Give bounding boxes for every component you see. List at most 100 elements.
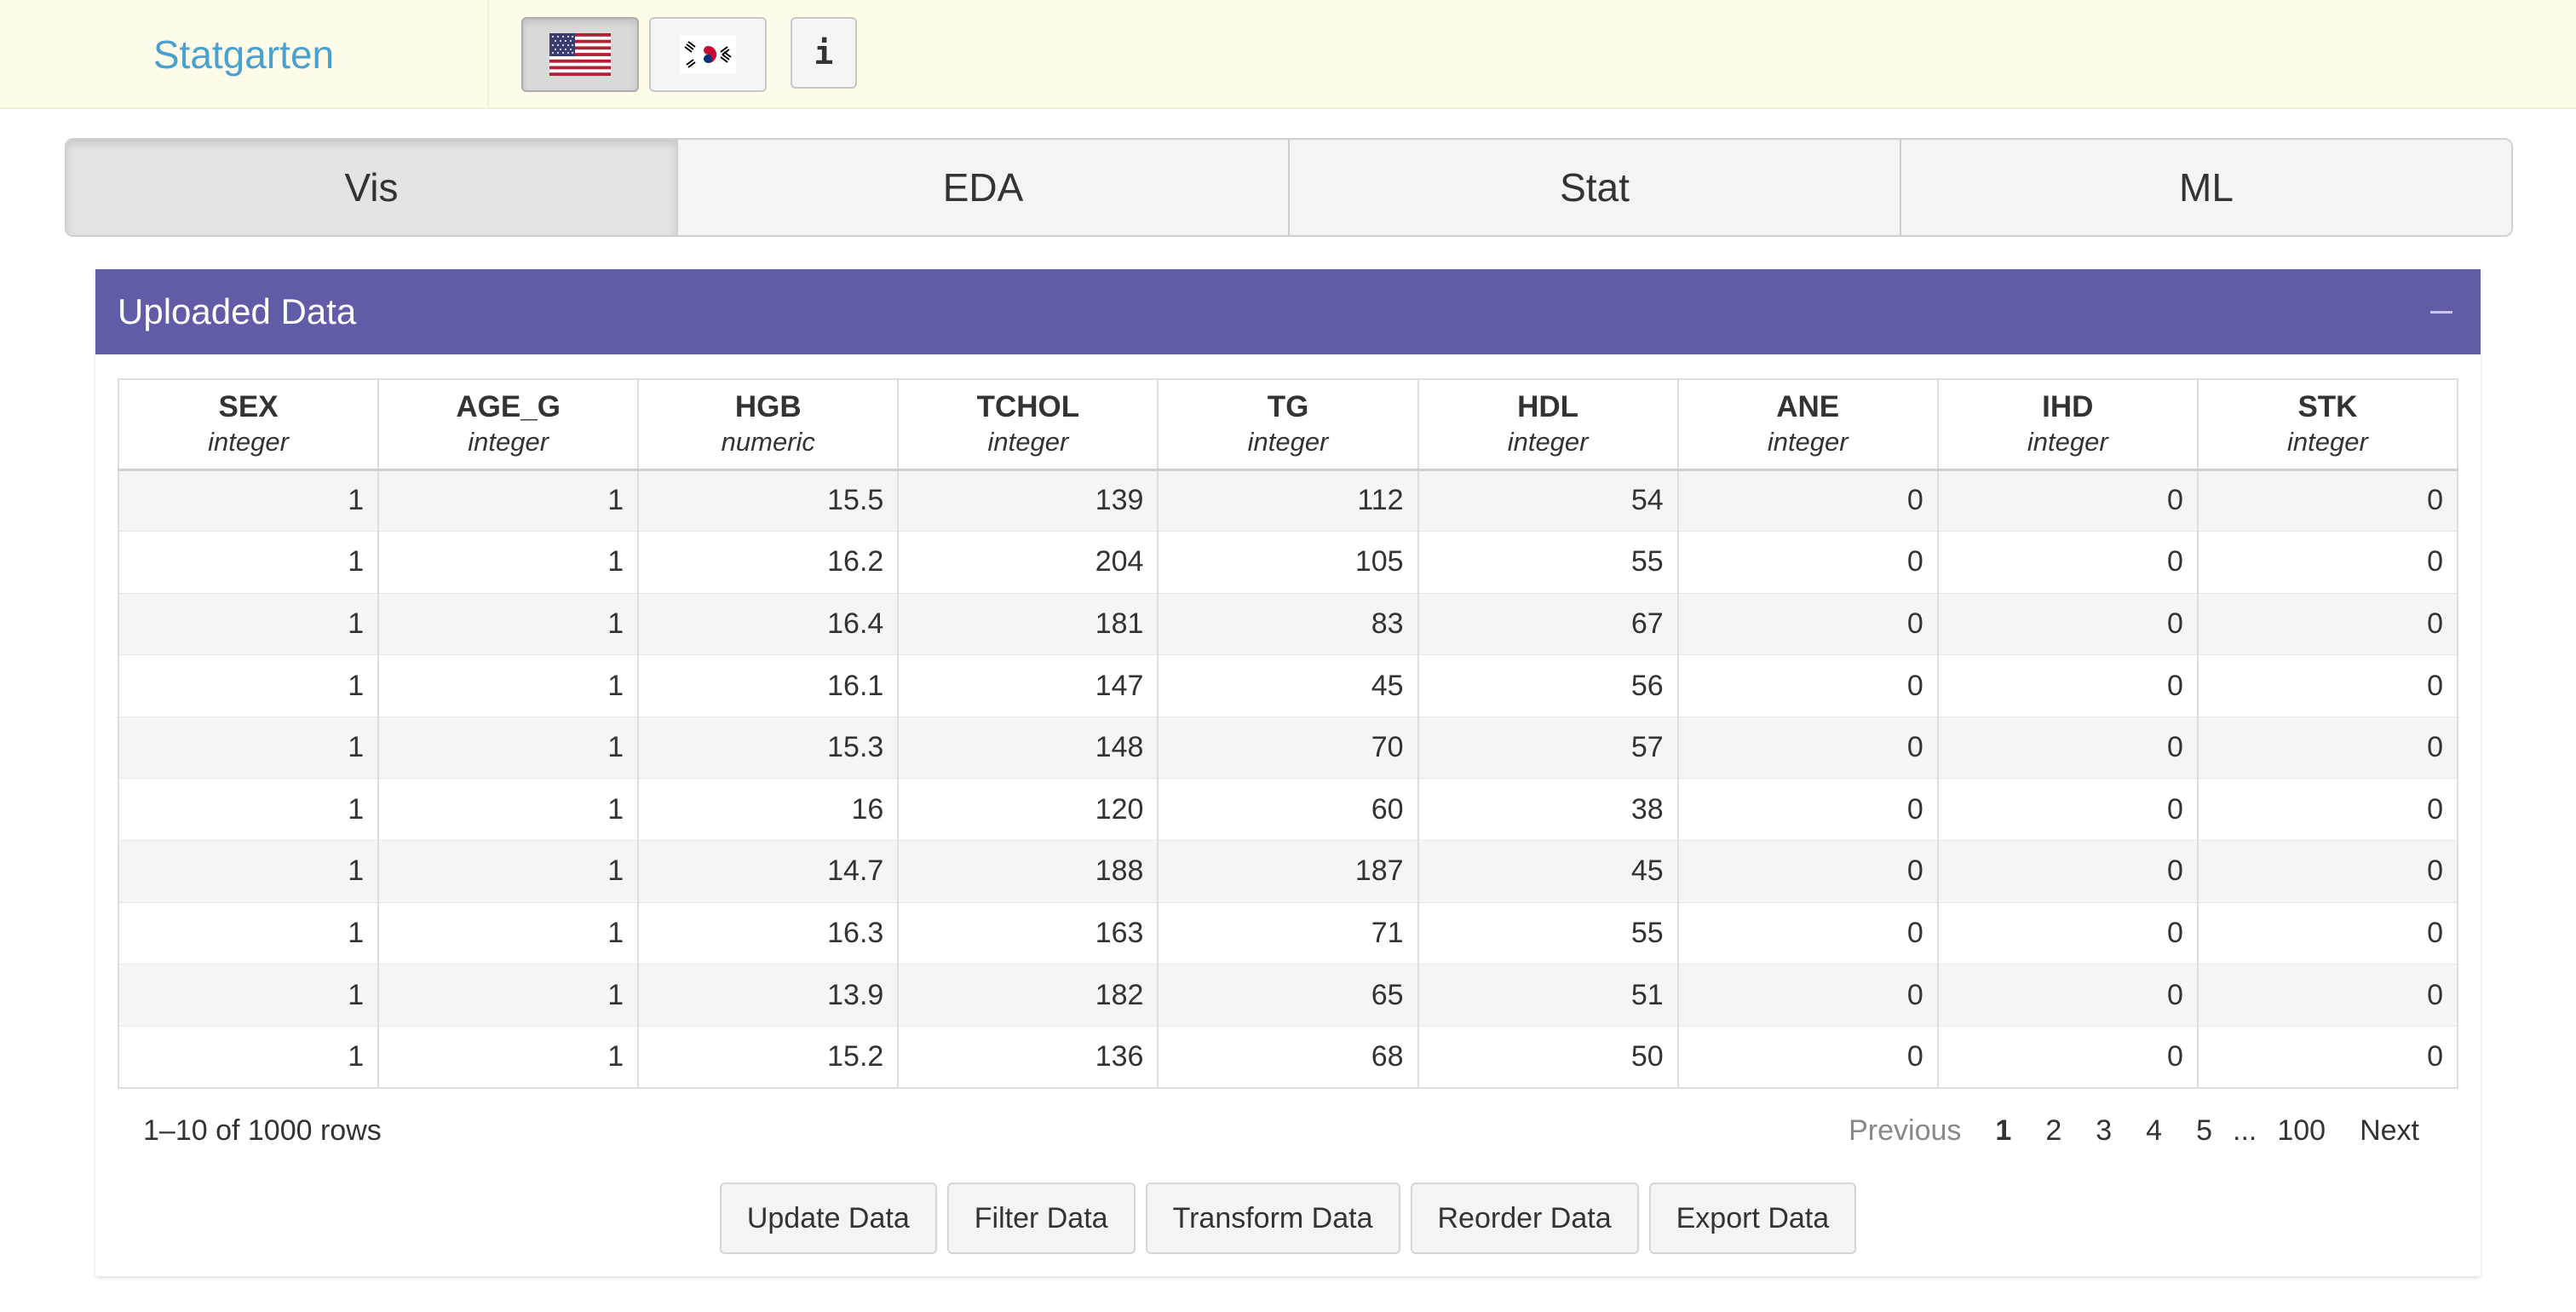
column-type: integer (1247, 426, 1329, 457)
column-header-sex[interactable]: SEX integer (118, 379, 380, 471)
table-cell: 1 (378, 964, 640, 1027)
table-cell: 55 (1417, 901, 1679, 964)
table-cell: 65 (1158, 964, 1419, 1027)
table-cell: 15.5 (638, 469, 900, 532)
table-row[interactable]: 1 1 14.7 188 187 45 0 0 0 (118, 840, 2458, 903)
table-cell: 0 (1677, 840, 1939, 903)
table-row[interactable]: 1 1 15.3 148 70 57 0 0 0 (118, 716, 2458, 779)
table-cell: 1 (118, 778, 380, 841)
column-header-hgb[interactable]: HGB numeric (638, 379, 900, 471)
language-korean-button[interactable] (649, 17, 767, 92)
column-name: AGE_G (456, 389, 561, 423)
table-row[interactable]: 1 1 16.2 204 105 55 0 0 0 (118, 531, 2458, 594)
tab-ml[interactable]: ML (1901, 140, 2511, 235)
table-cell: 148 (898, 716, 1159, 779)
table-row[interactable]: 1 1 15.5 139 112 54 0 0 0 (118, 469, 2458, 532)
table-cell: 16.1 (638, 654, 900, 717)
column-header-ane[interactable]: ANE integer (1677, 379, 1939, 471)
page-button-5[interactable]: 5 (2196, 1114, 2212, 1147)
info-button[interactable]: i (791, 17, 857, 89)
table-cell: 0 (2197, 531, 2458, 594)
collapse-button[interactable] (2424, 295, 2458, 329)
next-page-button[interactable]: Next (2360, 1114, 2419, 1147)
table-cell: 1 (378, 469, 640, 532)
tab-vis[interactable]: Vis (66, 140, 678, 235)
table-cell: 1 (378, 840, 640, 903)
page-button-2[interactable]: 2 (2045, 1114, 2062, 1147)
tab-eda[interactable]: EDA (678, 140, 1290, 235)
table-cell: 1 (118, 1025, 380, 1088)
table-cell: 0 (1937, 469, 2199, 532)
table-cell: 1 (378, 592, 640, 655)
table-cell: 1 (118, 654, 380, 717)
column-header-tg[interactable]: TG integer (1158, 379, 1419, 471)
table-cell: 147 (898, 654, 1159, 717)
uploaded-data-panel: Uploaded Data SEX integer AGE_G integer HGB n… (95, 269, 2481, 1276)
table-cell: 70 (1158, 716, 1419, 779)
table-cell: 1 (118, 964, 380, 1027)
filter-data-button[interactable]: Filter Data (946, 1183, 1136, 1254)
table-row[interactable]: 1 1 16.4 181 83 67 0 0 0 (118, 592, 2458, 655)
table-cell: 0 (1937, 901, 2199, 964)
table-cell: 45 (1158, 654, 1419, 717)
top-navbar: Statgarten (0, 0, 2576, 109)
table-cell: 1 (118, 469, 380, 532)
table-cell: 67 (1417, 592, 1679, 655)
page-button-4[interactable]: 4 (2146, 1114, 2163, 1147)
table-cell: 1 (378, 778, 640, 841)
update-data-button[interactable]: Update Data (719, 1183, 937, 1254)
table-cell: 204 (898, 531, 1159, 594)
table-cell: 16.2 (638, 531, 900, 594)
table-cell: 16.4 (638, 592, 900, 655)
table-cell: 0 (2197, 654, 2458, 717)
page-button-last[interactable]: 100 (2277, 1114, 2326, 1147)
table-cell: 55 (1417, 531, 1679, 594)
table-cell: 1 (378, 531, 640, 594)
transform-data-button[interactable]: Transform Data (1145, 1183, 1400, 1254)
table-row[interactable]: 1 1 13.9 182 65 51 0 0 0 (118, 964, 2458, 1027)
language-english-button[interactable] (521, 17, 639, 92)
page-button-3[interactable]: 3 (2096, 1114, 2113, 1147)
page-button-1[interactable]: 1 (1995, 1114, 2012, 1147)
table-row[interactable]: 1 1 15.2 136 68 50 0 0 0 (118, 1025, 2458, 1088)
table-cell: 0 (1937, 716, 2199, 779)
table-cell: 139 (898, 469, 1159, 532)
column-header-stk[interactable]: STK integer (2197, 379, 2458, 471)
table-body: 1 1 15.5 139 112 54 0 0 0 1 1 16.2 204 105 55 0 0 0 1 1 16.4… (118, 469, 2458, 1088)
table-cell: 50 (1417, 1025, 1679, 1088)
column-header-tchol[interactable]: TCHOL integer (898, 379, 1159, 471)
reorder-data-button[interactable]: Reorder Data (1410, 1183, 1639, 1254)
brand-logo[interactable]: Statgarten (0, 0, 489, 109)
export-data-button[interactable]: Export Data (1648, 1183, 1857, 1254)
table-cell: 0 (2197, 469, 2458, 532)
table-row[interactable]: 1 1 16 120 60 38 0 0 0 (118, 778, 2458, 841)
table-row[interactable]: 1 1 16.1 147 45 56 0 0 0 (118, 654, 2458, 717)
table-cell: 0 (2197, 716, 2458, 779)
table-cell: 112 (1158, 469, 1419, 532)
table-cell: 105 (1158, 531, 1419, 594)
table-cell: 1 (118, 716, 380, 779)
previous-page-button[interactable]: Previous (1849, 1114, 1962, 1147)
table-cell: 0 (1937, 1025, 2199, 1088)
table-cell: 16.3 (638, 901, 900, 964)
table-row[interactable]: 1 1 16.3 163 71 55 0 0 0 (118, 901, 2458, 964)
table-cell: 1 (378, 716, 640, 779)
table-cell: 14.7 (638, 840, 900, 903)
column-name: IHD (2042, 389, 2094, 423)
tab-stat[interactable]: Stat (1290, 140, 1901, 235)
column-name: STK (2297, 389, 2358, 423)
column-header-hdl[interactable]: HDL integer (1417, 379, 1679, 471)
table-cell: 60 (1158, 778, 1419, 841)
column-name: HDL (1517, 389, 1579, 423)
column-header-age_g[interactable]: AGE_G integer (378, 379, 640, 471)
table-cell: 120 (898, 778, 1159, 841)
table-cell: 16 (638, 778, 900, 841)
table-cell: 0 (2197, 778, 2458, 841)
column-type: integer (987, 426, 1069, 457)
us-flag-icon (549, 33, 611, 76)
table-cell: 15.3 (638, 716, 900, 779)
column-header-ihd[interactable]: IHD integer (1937, 379, 2199, 471)
table-cell: 1 (118, 901, 380, 964)
action-buttons: Update Data Filter Data Transform Data R… (95, 1183, 2481, 1254)
table-cell: 0 (1677, 531, 1939, 594)
